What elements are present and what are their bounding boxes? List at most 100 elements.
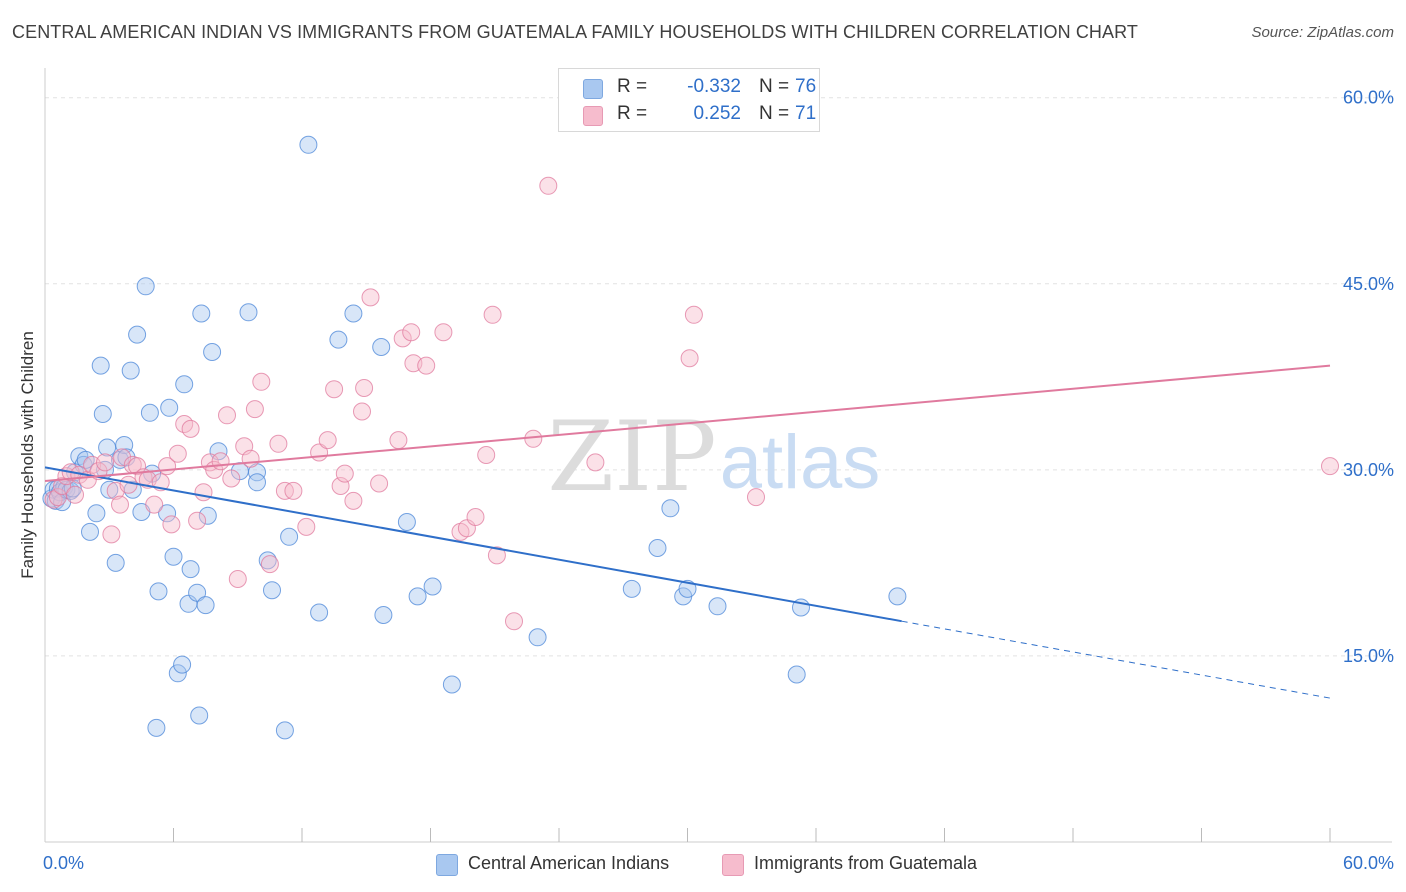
point-immigrants-guatemala (505, 612, 523, 631)
x-tick-label-max: 60.0% (1343, 853, 1394, 873)
point-immigrants-guatemala (102, 525, 121, 544)
point-central-american-indians (158, 504, 177, 523)
stats-swatch-pink (583, 106, 603, 126)
data-points (42, 135, 1339, 740)
point-central-american-indians (622, 579, 641, 598)
point-central-american-indians (329, 330, 348, 349)
watermark-zip: ZIP (547, 401, 716, 513)
point-central-american-indians (787, 665, 806, 684)
trend-line-extension (901, 620, 1331, 699)
legend-label: Central American Indians (468, 853, 670, 873)
point-central-american-indians (128, 325, 147, 344)
n-label: N = (759, 103, 790, 124)
point-central-american-indians (181, 560, 200, 579)
source-label: Source: ZipAtlas.com (1251, 24, 1394, 41)
point-central-american-indians (149, 582, 168, 601)
point-central-american-indians (374, 606, 393, 624)
point-central-american-indians (188, 583, 207, 602)
y-tick-label: 45.0% (1343, 274, 1394, 294)
point-immigrants-guatemala (228, 570, 247, 588)
point-immigrants-guatemala (66, 485, 84, 504)
point-immigrants-guatemala (747, 488, 765, 507)
trend-line-immigrants-guatemala (44, 364, 1331, 483)
point-immigrants-guatemala (128, 457, 147, 476)
point-central-american-indians (372, 338, 391, 356)
y-tick-label: 30.0% (1343, 460, 1394, 480)
point-central-american-indians (239, 303, 258, 322)
point-central-american-indians (280, 527, 299, 546)
y-axis-label: Family Households with Children (18, 331, 37, 579)
point-central-american-indians (248, 473, 266, 492)
point-central-american-indians (136, 277, 155, 296)
point-immigrants-guatemala (222, 469, 241, 488)
point-central-american-indians (164, 547, 183, 566)
point-central-american-indians (140, 403, 159, 422)
point-central-american-indians (708, 597, 727, 616)
point-immigrants-guatemala (335, 464, 354, 483)
point-immigrants-guatemala (417, 356, 436, 375)
point-central-american-indians (190, 706, 209, 725)
point-immigrants-guatemala (389, 431, 408, 450)
point-immigrants-guatemala (353, 402, 371, 421)
point-immigrants-guatemala (483, 305, 502, 324)
point-immigrants-guatemala (111, 495, 129, 514)
point-immigrants-guatemala (434, 323, 453, 342)
point-central-american-indians (888, 587, 907, 606)
point-central-american-indians (275, 721, 294, 740)
n-label: N = (759, 76, 790, 97)
point-immigrants-guatemala (344, 491, 363, 510)
point-immigrants-guatemala (284, 481, 303, 500)
point-immigrants-guatemala (477, 446, 496, 464)
point-central-american-indians (81, 522, 99, 541)
point-central-american-indians (160, 398, 179, 417)
point-immigrants-guatemala (466, 508, 485, 526)
point-immigrants-guatemala (162, 515, 181, 534)
point-immigrants-guatemala (252, 372, 271, 391)
point-immigrants-guatemala (355, 379, 374, 397)
point-immigrants-guatemala (402, 323, 421, 342)
r-value: -0.332 (687, 76, 741, 97)
point-immigrants-guatemala (241, 449, 260, 468)
legend-swatch-blue (436, 854, 458, 876)
point-central-american-indians (442, 675, 461, 694)
point-immigrants-guatemala (1321, 457, 1339, 476)
point-immigrants-guatemala (168, 444, 187, 463)
point-central-american-indians (100, 480, 119, 499)
point-immigrants-guatemala (269, 434, 288, 453)
point-central-american-indians (168, 664, 187, 683)
r-value: 0.252 (693, 103, 741, 124)
point-central-american-indians (397, 513, 416, 531)
point-immigrants-guatemala (325, 380, 344, 399)
trend-line-central-american-indians (44, 466, 902, 623)
point-immigrants-guatemala (487, 546, 506, 565)
point-immigrants-guatemala (260, 555, 279, 574)
point-central-american-indians (661, 499, 680, 518)
point-central-american-indians (263, 581, 281, 600)
point-immigrants-guatemala (361, 288, 380, 307)
point-central-american-indians (175, 375, 194, 394)
n-value: 71 (795, 103, 817, 124)
point-immigrants-guatemala (684, 305, 703, 324)
point-central-american-indians (106, 553, 125, 572)
watermark: ZIP atlas (547, 401, 880, 513)
correlation-stats-box: R = -0.332 N = 76 R = 0.252 N = 71 (558, 68, 820, 132)
grid-lines (45, 97, 1392, 657)
point-central-american-indians (192, 304, 211, 323)
chart-title: CENTRAL AMERICAN INDIAN VS IMMIGRANTS FR… (12, 22, 1139, 42)
point-immigrants-guatemala (113, 448, 132, 467)
point-central-american-indians (528, 628, 547, 647)
point-central-american-indians (93, 405, 112, 423)
point-central-american-indians (173, 655, 192, 674)
stats-swatch-blue (583, 79, 603, 99)
point-central-american-indians (344, 304, 363, 323)
point-immigrants-guatemala (96, 453, 114, 472)
point-immigrants-guatemala (370, 474, 389, 493)
point-central-american-indians (98, 438, 117, 457)
point-central-american-indians (198, 506, 217, 525)
point-central-american-indians (299, 135, 318, 154)
point-immigrants-guatemala (211, 452, 230, 471)
trend-lines (44, 364, 1331, 699)
y-tick-label: 60.0% (1343, 88, 1394, 108)
point-central-american-indians (408, 587, 427, 606)
